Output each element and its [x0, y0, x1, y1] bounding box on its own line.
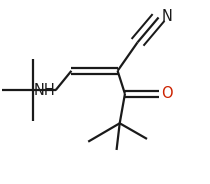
Text: N: N [162, 9, 173, 24]
Text: NH: NH [33, 83, 55, 98]
Text: O: O [161, 86, 172, 101]
